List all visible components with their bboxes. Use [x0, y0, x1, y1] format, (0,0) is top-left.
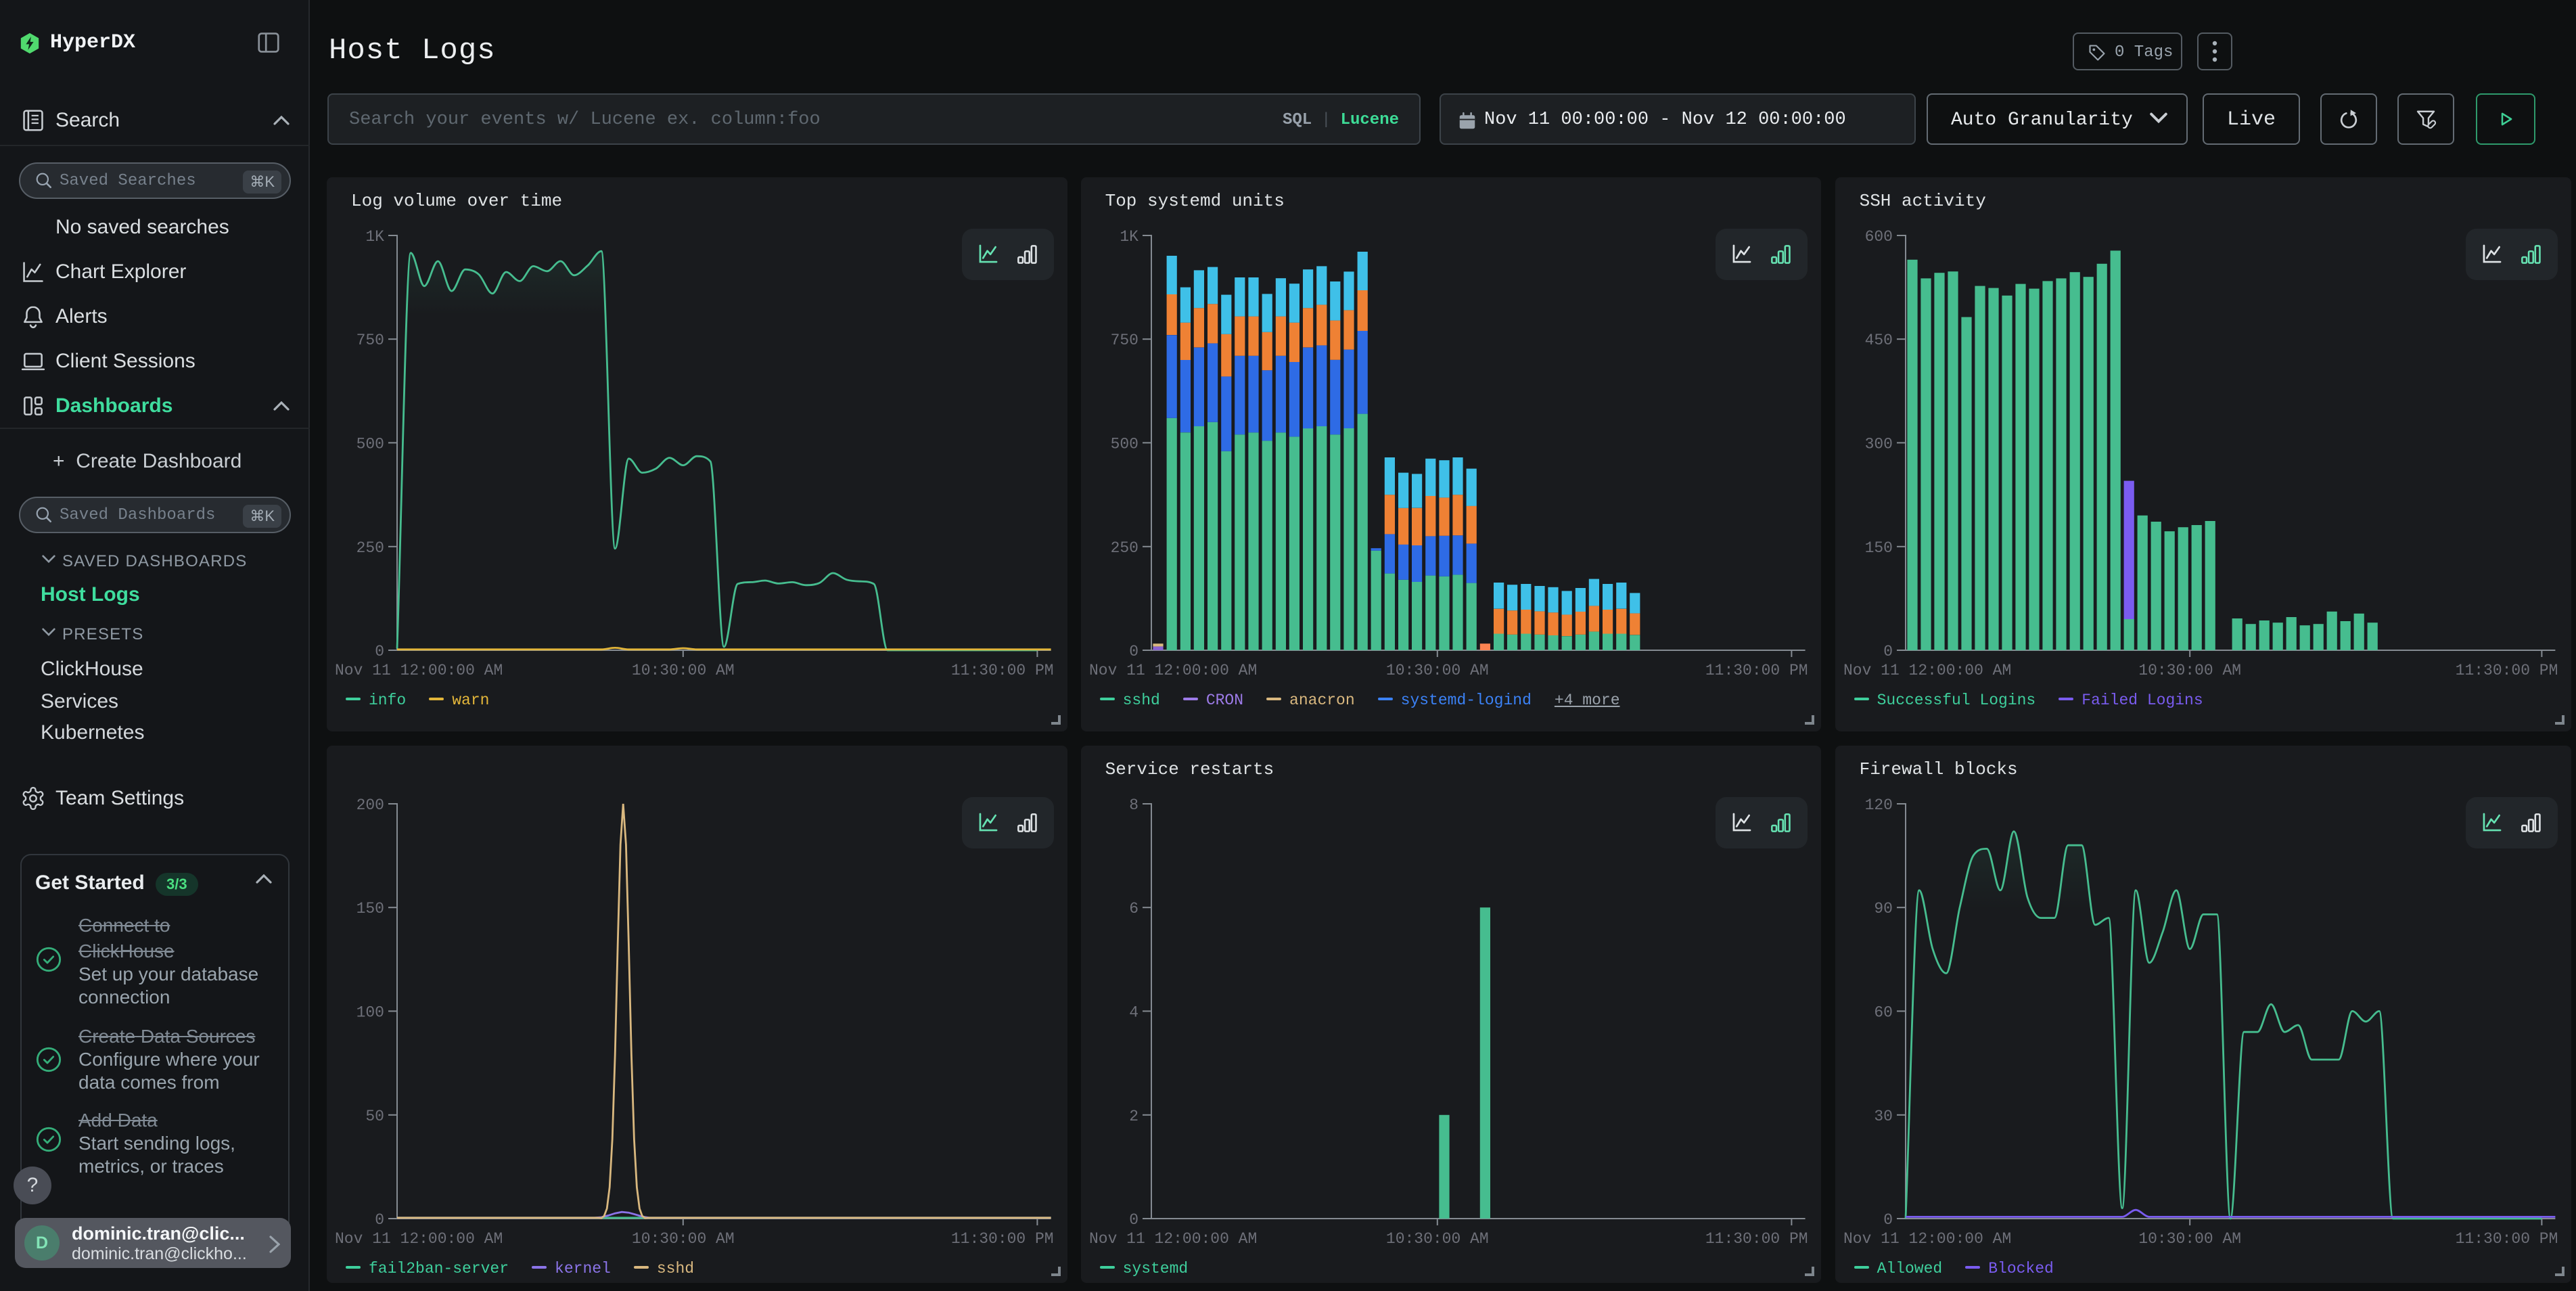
svg-text:30: 30: [1874, 1108, 1893, 1125]
svg-text:120: 120: [1864, 796, 1892, 814]
svg-text:0: 0: [1129, 1211, 1138, 1229]
svg-text:300: 300: [1864, 435, 1892, 453]
svg-text:90: 90: [1874, 900, 1893, 918]
svg-text:11:30:00 PM: 11:30:00 PM: [2455, 1230, 2558, 1248]
svg-text:250: 250: [1110, 539, 1138, 557]
svg-text:200: 200: [356, 796, 384, 814]
svg-text:0: 0: [1883, 1211, 1893, 1229]
svg-text:50: 50: [365, 1108, 384, 1125]
svg-text:10:30:00 AM: 10:30:00 AM: [632, 662, 735, 679]
svg-text:100: 100: [356, 1003, 384, 1021]
svg-text:11:30:00 PM: 11:30:00 PM: [2455, 662, 2558, 679]
svg-text:8: 8: [1129, 796, 1138, 814]
svg-text:450: 450: [1864, 332, 1892, 349]
svg-text:10:30:00 AM: 10:30:00 AM: [1386, 1230, 1489, 1248]
svg-text:11:30:00 PM: 11:30:00 PM: [1705, 1230, 1808, 1248]
svg-text:150: 150: [356, 900, 384, 918]
svg-text:10:30:00 AM: 10:30:00 AM: [2138, 1230, 2241, 1248]
svg-text:750: 750: [1110, 332, 1138, 349]
svg-text:Nov 11 12:00:00 AM: Nov 11 12:00:00 AM: [1843, 1230, 2011, 1248]
svg-text:Nov 11 12:00:00 AM: Nov 11 12:00:00 AM: [335, 662, 503, 679]
svg-text:500: 500: [1110, 435, 1138, 453]
svg-text:Nov 11 12:00:00 AM: Nov 11 12:00:00 AM: [1089, 662, 1257, 679]
svg-text:1K: 1K: [365, 228, 384, 246]
svg-text:0: 0: [375, 643, 384, 660]
svg-text:150: 150: [1864, 539, 1892, 557]
svg-text:10:30:00 AM: 10:30:00 AM: [1386, 662, 1489, 679]
svg-text:750: 750: [356, 332, 384, 349]
svg-text:250: 250: [356, 539, 384, 557]
svg-text:11:30:00 PM: 11:30:00 PM: [951, 1230, 1054, 1248]
svg-text:6: 6: [1129, 900, 1138, 918]
svg-text:600: 600: [1864, 228, 1892, 246]
svg-text:11:30:00 PM: 11:30:00 PM: [1705, 662, 1808, 679]
svg-text:500: 500: [356, 435, 384, 453]
svg-text:10:30:00 AM: 10:30:00 AM: [2138, 662, 2241, 679]
svg-text:0: 0: [1129, 643, 1138, 660]
svg-text:Nov 11 12:00:00 AM: Nov 11 12:00:00 AM: [1843, 662, 2011, 679]
svg-text:1K: 1K: [1120, 228, 1138, 246]
svg-text:Nov 11 12:00:00 AM: Nov 11 12:00:00 AM: [335, 1230, 503, 1248]
svg-text:10:30:00 AM: 10:30:00 AM: [632, 1230, 735, 1248]
svg-text:60: 60: [1874, 1003, 1893, 1021]
svg-text:2: 2: [1129, 1108, 1138, 1125]
svg-text:Nov 11 12:00:00 AM: Nov 11 12:00:00 AM: [1089, 1230, 1257, 1248]
svg-text:0: 0: [375, 1211, 384, 1229]
svg-text:0: 0: [1883, 643, 1893, 660]
svg-text:11:30:00 PM: 11:30:00 PM: [951, 662, 1054, 679]
svg-text:4: 4: [1129, 1003, 1138, 1021]
